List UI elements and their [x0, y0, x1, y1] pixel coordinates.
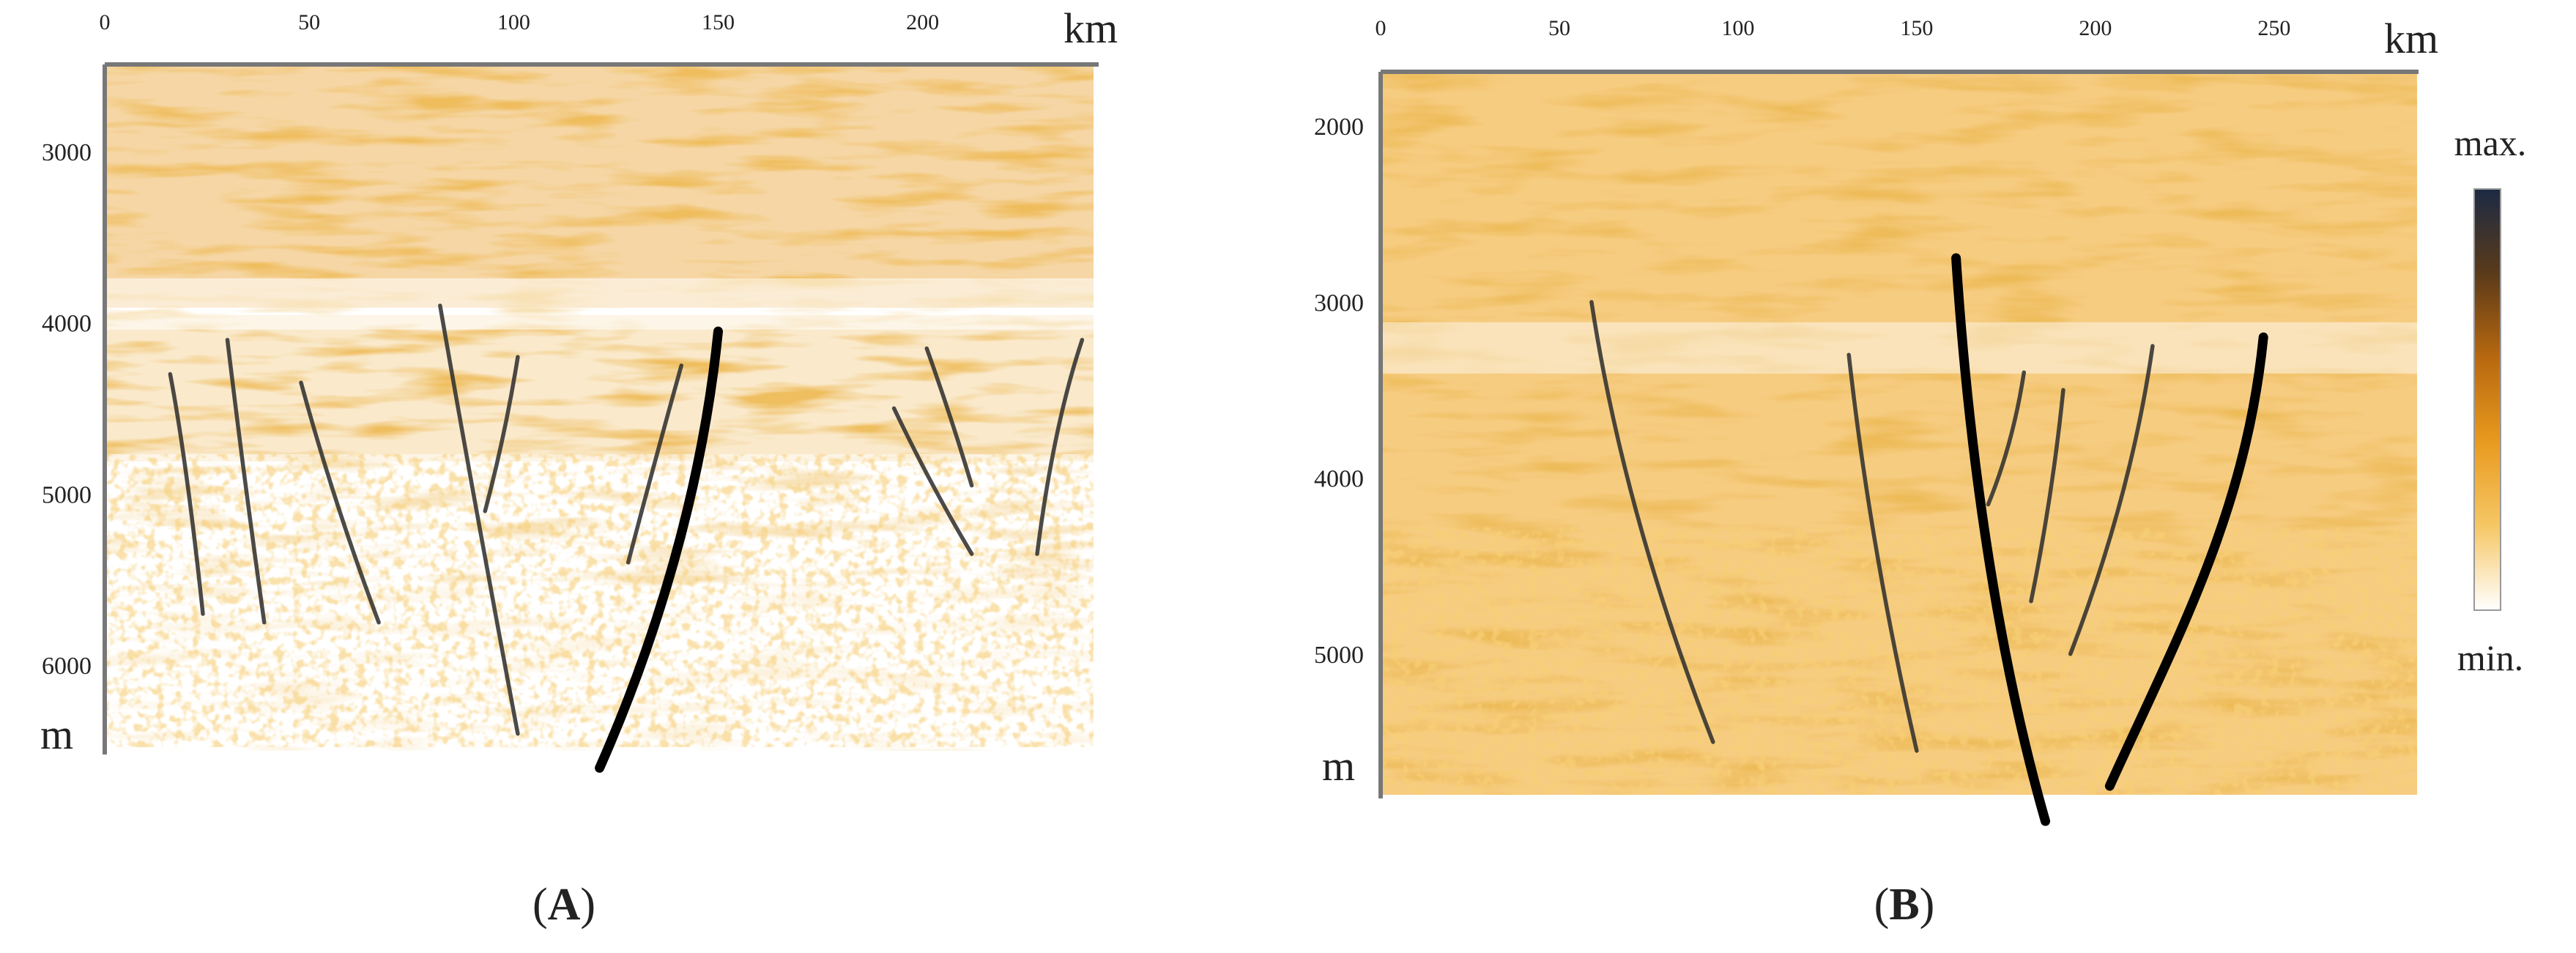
- panel-a-y-tick-4000: 4000: [42, 311, 92, 338]
- panel-a-fault-4: [438, 303, 520, 736]
- panel-b-y-unit: m: [1322, 742, 1355, 790]
- panel-b-caption: (B): [1874, 880, 1935, 930]
- panel-b-x-tick-50: 50: [1548, 16, 1570, 40]
- panel-b-fault-lines: [1589, 253, 2268, 826]
- panel-b-y-tick-2000: 2000: [1314, 114, 1364, 141]
- panel-b-x-tick-labels: 0 50 100 150 200 250: [1376, 16, 2291, 40]
- panel-b-y-tick-5000: 5000: [1314, 642, 1364, 669]
- panel-b-x-tick-0: 0: [1376, 16, 1387, 40]
- panel-a-fault-8: [891, 406, 974, 556]
- panel-b-seismic-image: [1381, 73, 2417, 795]
- panel-a-fault-3: [299, 380, 381, 625]
- panel-b: 0 50 100 150 200 250 2000 3000 4000 5000 km m (B…: [1314, 15, 2438, 930]
- panel-b-fault-7: [2104, 332, 2268, 791]
- panel-a-fault-9: [924, 346, 974, 488]
- panel-b-y-tick-labels: 2000 3000 4000 5000: [1314, 114, 1364, 669]
- panel-a-fault-10: [1035, 338, 1085, 556]
- panel-b-x-tick-200: 200: [2079, 16, 2112, 40]
- panel-a-x-unit: km: [1064, 4, 1118, 52]
- panel-b-fault-6: [2068, 344, 2155, 656]
- panel-b-x-tick-150: 150: [1900, 16, 1933, 40]
- panel-a-fault-lines: [168, 303, 1085, 773]
- panel-b-fault-3: [1951, 253, 2051, 826]
- panel-a-caption: (A): [532, 880, 595, 930]
- panel-a: 0 50 100 150 200 3000 4000 5000 6000 km m (A): [40, 4, 1118, 930]
- panel-a-x-tick-200: 200: [906, 10, 939, 34]
- panel-a-seismic-image: [105, 66, 1094, 751]
- panel-b-x-tick-100: 100: [1721, 16, 1754, 40]
- panel-a-x-tick-50: 50: [298, 10, 320, 34]
- panel-a-x-tick-150: 150: [702, 10, 735, 34]
- panel-a-fault-1: [168, 372, 205, 616]
- panel-a-y-tick-labels: 3000 4000 5000 6000: [42, 139, 92, 680]
- panel-a-axes: [103, 62, 1099, 754]
- panel-a-fault-5: [483, 355, 520, 513]
- colorbar-min-label: min.: [2457, 637, 2523, 678]
- colorbar-max-label: max.: [2454, 122, 2527, 163]
- panel-b-y-tick-3000: 3000: [1314, 289, 1364, 316]
- panel-a-y-tick-5000: 5000: [42, 481, 92, 508]
- panel-a-x-tick-0: 0: [100, 10, 111, 34]
- panel-b-fault-1: [1589, 300, 1715, 744]
- colorbar-gradient: [2473, 188, 2501, 611]
- panel-a-y-tick-6000: 6000: [42, 653, 92, 680]
- panel-b-x-tick-250: 250: [2257, 16, 2290, 40]
- panel-a-x-tick-100: 100: [497, 10, 530, 34]
- panel-b-fault-2: [1846, 352, 1919, 753]
- amplitude-colorbar: max. min.: [2454, 122, 2527, 678]
- panel-a-y-unit: m: [40, 711, 73, 758]
- panel-b-axes: [1378, 70, 2419, 798]
- panel-b-x-unit: km: [2384, 15, 2438, 62]
- panel-a-fault-2: [225, 338, 267, 625]
- panel-a-fault-7: [595, 326, 723, 773]
- panel-b-fault-4: [1986, 370, 2027, 507]
- panel-b-fault-5: [2029, 387, 2065, 604]
- panel-a-x-tick-labels: 0 50 100 150 200: [100, 10, 940, 34]
- panel-a-fault-6: [626, 363, 683, 565]
- panel-b-y-tick-4000: 4000: [1314, 466, 1364, 493]
- panel-a-y-tick-3000: 3000: [42, 139, 92, 166]
